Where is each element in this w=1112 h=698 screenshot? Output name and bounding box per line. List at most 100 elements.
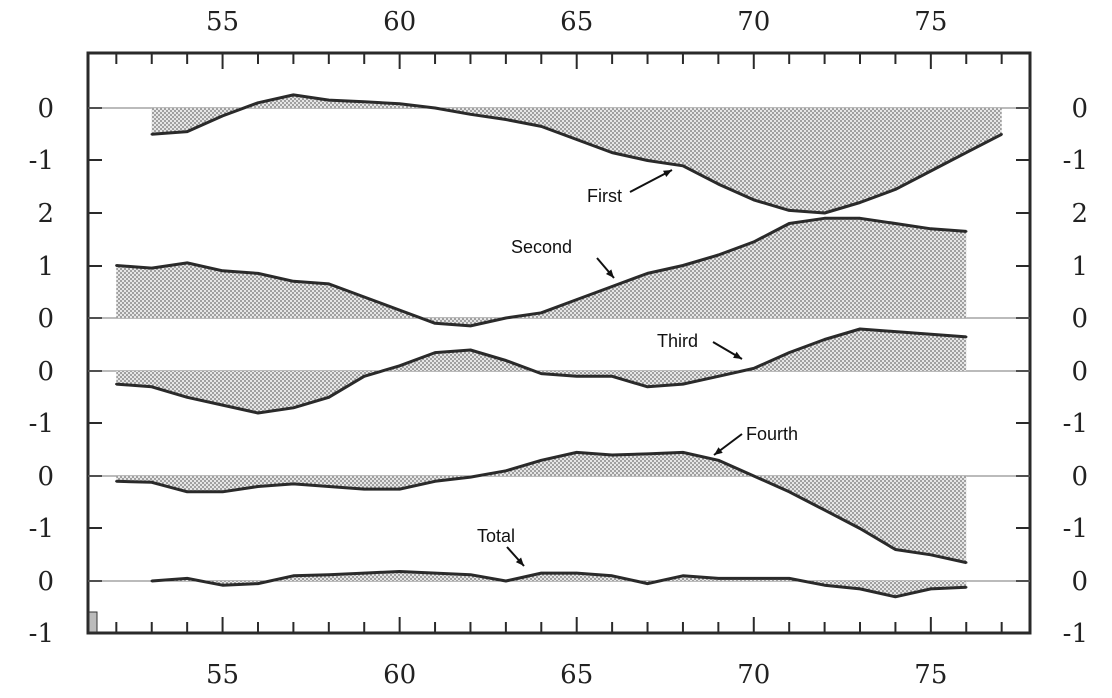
data-point [717,459,720,462]
data-point [363,487,366,491]
data-point [504,579,508,583]
x-tick-label-bottom: 55 [206,660,239,690]
data-point [433,480,437,483]
data-point [540,125,543,128]
data-point [433,351,437,354]
y-tick-label-left: -1 [29,619,54,649]
data-point [504,469,508,472]
data-point [823,211,826,215]
data-point [823,217,826,220]
x-tick-label-top: 75 [914,7,947,37]
data-point [788,577,791,580]
data-point [256,101,260,105]
data-point [646,159,649,162]
data-point [433,571,437,575]
y-tick-label-left: 0 [37,462,54,492]
data-point [327,485,330,488]
data-point [540,311,543,314]
y-tick-label-left: 0 [37,304,54,334]
data-point [115,480,118,483]
data-point [504,118,508,121]
y-tick-label-left: 0 [37,357,54,387]
data-point [575,571,578,575]
series-label: First [587,186,622,206]
data-point [965,335,968,339]
data-point [292,406,295,409]
data-point [540,571,543,575]
data-point [469,475,472,479]
data-point [610,574,614,577]
x-tick-label-bottom: 70 [737,660,770,690]
data-point [929,553,932,556]
series-area [151,94,1002,213]
data-point [150,579,153,583]
data-point [1000,133,1003,136]
data-point [150,266,153,270]
data-point [858,327,862,331]
data-point [150,133,153,136]
x-tick-label-top: 60 [383,7,416,37]
data-point [398,364,401,367]
data-point [894,330,897,333]
data-point [646,272,649,275]
y-tick-label-right: 0 [1071,94,1088,124]
y-tick-label-right: 0 [1071,462,1088,492]
data-point [469,324,472,328]
data-point [894,188,897,191]
y-tick-label-left: 1 [37,252,54,282]
data-point [681,264,685,267]
data-point [788,222,791,225]
x-tick-label-top: 70 [737,7,770,37]
data-point [858,201,862,204]
data-point [469,573,472,576]
data-point [929,333,932,336]
data-point [327,98,330,102]
series-area [116,329,967,413]
series-area [116,218,967,326]
data-point [717,375,720,378]
data-point [221,114,224,118]
data-point [363,295,366,299]
data-point [221,584,224,587]
data-point [256,411,260,415]
data-point [292,482,295,486]
data-point [646,582,649,585]
data-point [681,451,685,454]
data-point [965,151,968,154]
y-tick-label-left: 0 [37,567,54,597]
data-point [221,490,224,493]
x-tick-label-top: 65 [560,7,593,37]
y-tick-label-right: 1 [1071,252,1088,282]
data-point [292,93,295,97]
arrow-head [714,447,723,455]
data-point [681,574,685,577]
y-tick-label-left: -1 [29,146,54,176]
data-point [292,574,295,577]
data-point [788,490,791,493]
data-point [221,269,224,272]
series-label: Third [657,331,698,351]
data-point [504,316,508,320]
x-tick-label-top: 55 [206,7,239,37]
data-point [221,403,224,407]
data-point [469,348,472,352]
data-point [398,570,401,573]
data-point [363,571,366,575]
data-point [540,372,543,375]
data-point [717,253,720,257]
data-point [575,298,578,301]
series-label: Second [511,237,572,257]
data-point [929,587,932,591]
data-point [256,582,260,585]
data-point [398,102,401,106]
data-point [610,285,614,288]
y-tick-label-left: -1 [29,514,54,544]
arrow-head [515,557,524,566]
data-point [823,508,826,512]
data-point [717,182,720,186]
data-point [858,587,862,591]
data-point [752,240,755,244]
data-point [327,573,330,576]
data-point [752,367,755,370]
